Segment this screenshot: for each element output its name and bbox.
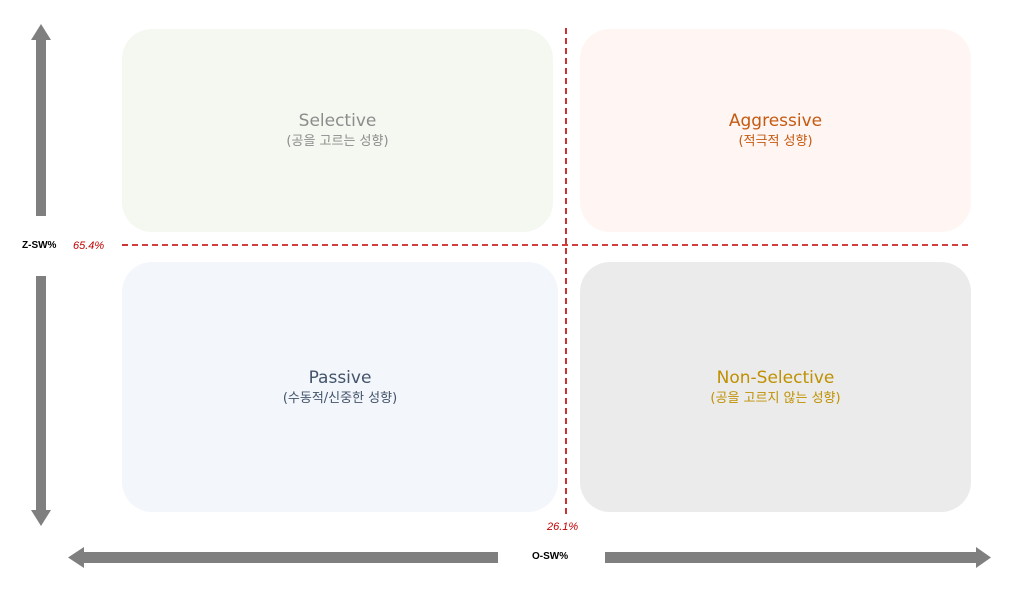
quadrant-subtitle: (수동적/신중한 성향)	[282, 390, 398, 406]
x-threshold-label: 26.1%	[547, 521, 579, 533]
y-axis-label: Z-SW%	[22, 240, 57, 251]
quadrant-selective: Selective (공을 고르는 성향)	[122, 29, 553, 232]
quadrant-title: Non-Selective	[716, 367, 835, 388]
quadrant-subtitle: (적극적 성향)	[738, 134, 813, 149]
quadrant-title: Aggressive	[728, 111, 823, 131]
y-axis-arrow-down	[31, 276, 51, 526]
y-axis-arrow-up	[31, 24, 51, 216]
y-threshold-label: 65.4%	[73, 240, 105, 252]
quadrant-subtitle: (공을 고르지 않는 성향)	[710, 390, 841, 406]
quadrant-aggressive: Aggressive (적극적 성향)	[580, 29, 971, 232]
quadrant-subtitle: (공을 고르는 성향)	[286, 134, 389, 149]
x-axis-arrow-left	[68, 547, 498, 568]
quadrant-passive: Passive (수동적/신중한 성향)	[122, 262, 558, 512]
x-axis-arrow-right	[605, 547, 991, 568]
quadrant-title: Passive	[308, 367, 372, 388]
quadrant-title: Selective	[298, 111, 377, 131]
quadrant-non-selective: Non-Selective (공을 고르지 않는 성향)	[580, 262, 971, 512]
x-axis-label: O-SW%	[532, 551, 569, 562]
